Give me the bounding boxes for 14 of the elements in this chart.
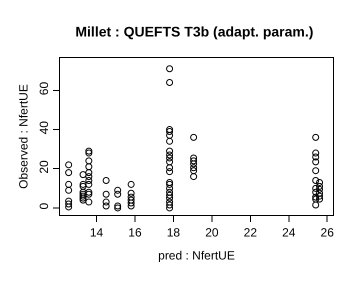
x-tick-label: 22 <box>244 225 258 240</box>
y-tick-label: 20 <box>37 160 52 174</box>
y-tick-label: 0 <box>37 202 52 210</box>
x-tick-label: 26 <box>320 225 334 240</box>
x-tick-label: 14 <box>90 225 104 240</box>
chart-title: Millet : QUEFTS T3b (adapt. param.) <box>75 24 314 40</box>
y-tick-label: 40 <box>37 120 52 134</box>
x-tick-label: 18 <box>166 225 180 240</box>
y-axis-title: Observed : NfertUE <box>16 84 30 189</box>
x-axis-title: pred : NfertUE <box>158 248 235 262</box>
x-tick-label: 20 <box>205 225 219 240</box>
x-tick-label: 24 <box>282 225 296 240</box>
x-tick-label: 16 <box>128 225 142 240</box>
y-tick-label: 60 <box>37 82 52 96</box>
